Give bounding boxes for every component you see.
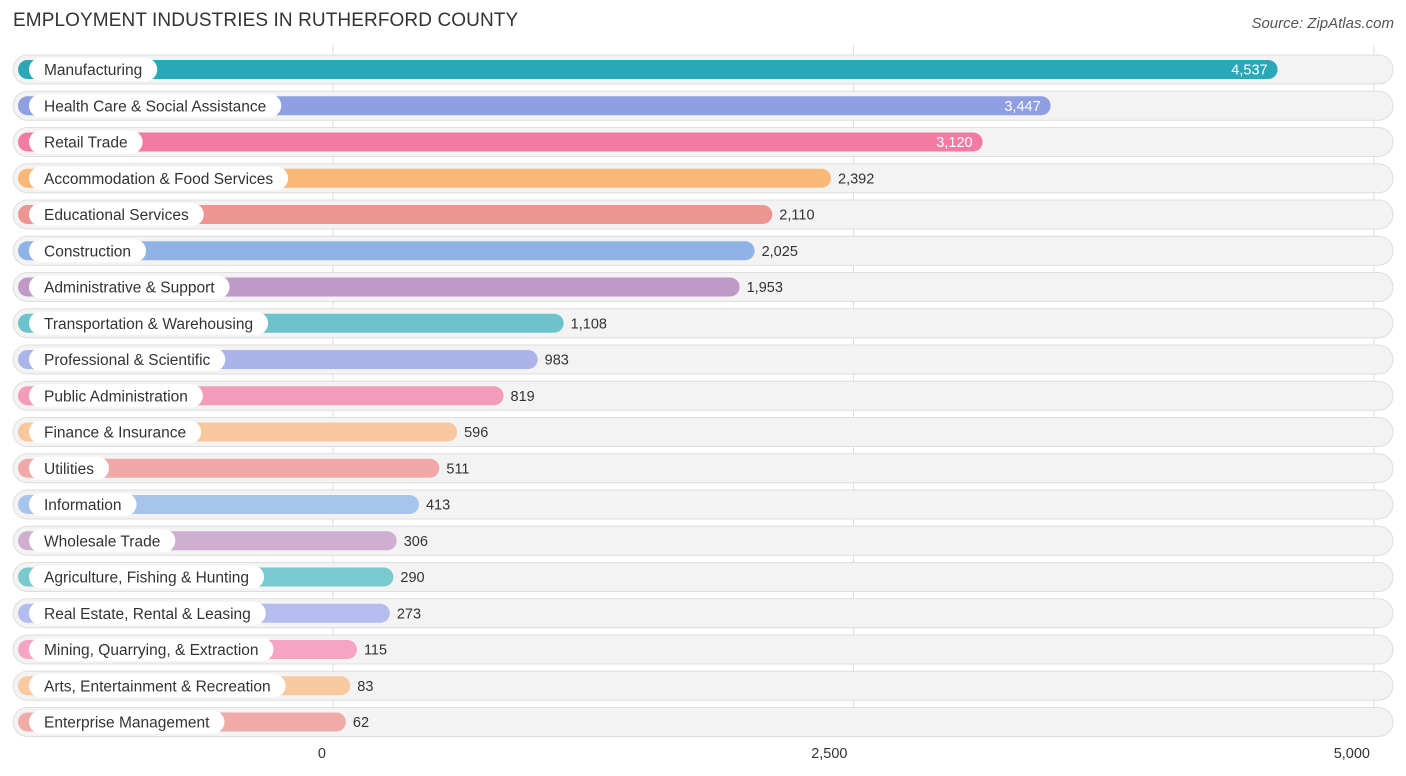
category-label: Enterprise Management [44, 715, 210, 732]
chart-title: EMPLOYMENT INDUSTRIES IN RUTHERFORD COUN… [13, 10, 519, 31]
value-label: 2,392 [838, 171, 874, 187]
category-label-bg [29, 456, 109, 480]
value-label: 413 [426, 498, 450, 514]
category-label: Wholesale Trade [44, 533, 160, 550]
category-label-bg [29, 58, 158, 81]
category-label-bg [29, 493, 137, 516]
tick-label: 2,500 [811, 746, 847, 762]
category-label: Professional & Scientific [44, 352, 211, 369]
bar-track [12, 670, 1394, 701]
bar-track [12, 634, 1394, 665]
value-label: 511 [446, 461, 469, 477]
category-label: Health Care & Social Assistance [44, 98, 266, 115]
tick-label: 5,000 [1334, 746, 1370, 762]
bar-row: Utilities 511 [12, 453, 1394, 484]
bar [18, 132, 983, 152]
category-label: Real Estate, Rental & Leasing [44, 606, 251, 623]
category-label: Finance & Insurance [44, 425, 186, 442]
category-label-bg [29, 348, 226, 371]
value-label: 115 [364, 643, 387, 659]
value-label: 3,447 [1004, 99, 1040, 115]
bar-row: Transportation & Warehousing 1,108 [12, 308, 1394, 339]
value-label: 62 [353, 715, 369, 731]
value-label: 306 [404, 534, 428, 550]
bar-track [12, 707, 1394, 737]
category-label: Transportation & Warehousing [44, 316, 253, 333]
category-label-bg [29, 94, 282, 118]
category-label-bg [29, 420, 202, 444]
bar-row: Educational Services 2,110 [12, 199, 1394, 230]
bar-row: Public Administration 819 [12, 380, 1394, 411]
bar-row: Information 413 [12, 489, 1394, 520]
category-label: Construction [44, 243, 131, 260]
value-label: 273 [397, 606, 421, 622]
chart-source: Source: ZipAtlas.com [1251, 15, 1394, 32]
category-label: Arts, Entertainment & Recreation [44, 678, 271, 695]
bar-row: Arts, Entertainment & Recreation 83 [12, 670, 1394, 701]
bar [18, 241, 755, 261]
bar-row: Accommodation & Food Services 2,392 [12, 163, 1394, 194]
value-label: 2,025 [762, 244, 798, 260]
category-label-bg [29, 710, 225, 734]
value-label: 4,537 [1231, 63, 1267, 79]
bar-row: Finance & Insurance 596 [12, 417, 1394, 447]
bar-row: Health Care & Social Assistance 3,447 [12, 90, 1394, 121]
category-label: Manufacturing [44, 62, 142, 79]
category-label: Accommodation & Food Services [44, 171, 273, 188]
category-label-bg [29, 601, 266, 625]
bar-row: Real Estate, Rental & Leasing 273 [12, 598, 1394, 629]
category-label: Information [44, 497, 122, 514]
value-label: 83 [357, 679, 373, 695]
bar-row: Enterprise Management 62 [12, 707, 1394, 737]
bar [18, 458, 440, 478]
value-label: 596 [464, 425, 488, 441]
value-label: 1,953 [747, 280, 783, 296]
category-label-bg [29, 529, 176, 553]
bar-row: Manufacturing 4,537 [12, 54, 1394, 85]
category-label: Retail Trade [44, 135, 128, 152]
bar-row: Wholesale Trade 306 [12, 525, 1394, 556]
bar-row: Agriculture, Fishing & Hunting 290 [12, 562, 1394, 592]
category-label-bg [29, 203, 204, 226]
bar-row: Construction 2,025 [12, 235, 1394, 266]
tick-label: 0 [318, 746, 326, 762]
category-label-bg [29, 638, 274, 661]
category-label-bg [29, 565, 265, 589]
bar-row: Administrative & Support 1,953 [12, 272, 1394, 302]
x-axis-ticks: 0 2,500 5,000 [318, 746, 1370, 762]
category-label: Agriculture, Fishing & Hunting [44, 570, 249, 587]
category-label: Public Administration [44, 388, 188, 405]
category-label-bg [29, 275, 230, 299]
category-label: Mining, Quarrying, & Extraction [44, 642, 259, 659]
category-label: Utilities [44, 461, 94, 478]
bar-row: Mining, Quarrying, & Extraction 115 [12, 634, 1394, 665]
category-label-bg [29, 239, 147, 263]
category-label-bg [29, 311, 269, 335]
bar-row: Retail Trade 3,120 [12, 127, 1394, 157]
category-label: Administrative & Support [44, 280, 215, 297]
category-label-bg [29, 166, 289, 190]
bar-rows: Manufacturing 4,537 Health Care & Social A… [12, 54, 1394, 737]
value-label: 3,120 [936, 135, 972, 151]
value-label: 1,108 [571, 316, 607, 332]
value-label: 290 [400, 570, 424, 586]
bar [18, 60, 1278, 79]
value-label: 819 [511, 389, 535, 405]
bar [18, 205, 773, 224]
category-label: Educational Services [44, 207, 189, 224]
category-label-bg [29, 130, 143, 154]
bar-row: Professional & Scientific 983 [12, 344, 1394, 375]
category-label-bg [29, 384, 203, 408]
value-label: 983 [545, 353, 569, 369]
category-label-bg [29, 674, 286, 698]
value-label: 2,110 [779, 208, 814, 224]
